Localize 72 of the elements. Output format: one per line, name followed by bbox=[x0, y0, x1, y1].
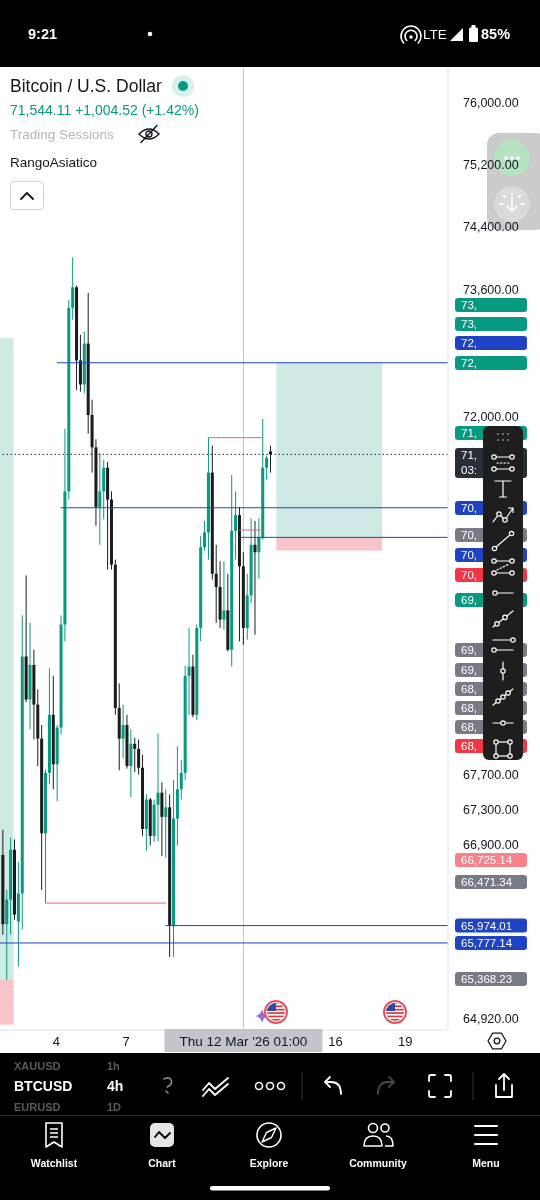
text: 03: bbox=[461, 464, 477, 476]
text: 70, bbox=[461, 549, 477, 561]
candlestick bbox=[268, 445, 273, 474]
text: 71, bbox=[461, 449, 477, 461]
candlestick bbox=[98, 452, 102, 546]
candlestick bbox=[214, 544, 218, 624]
text: 73, bbox=[461, 318, 477, 330]
y-tick-label: 72,000.00 bbox=[463, 410, 519, 425]
candlestick bbox=[133, 737, 137, 773]
text: 70, bbox=[461, 502, 477, 514]
text: LTE bbox=[423, 27, 447, 42]
text: 4h bbox=[107, 1078, 124, 1094]
y-tick-label: 67,700.00 bbox=[463, 768, 519, 783]
x-tick-label: 7 bbox=[122, 1034, 130, 1049]
candlestick bbox=[137, 739, 141, 776]
text: EURUSD bbox=[14, 1101, 61, 1113]
ref-line-label: Thu 12 Mar '26 01:00 bbox=[179, 1034, 308, 1049]
text: 66,471.34 bbox=[461, 876, 513, 888]
data-label: 65,777.14 bbox=[461, 936, 513, 949]
y-tick-label: 67,300.00 bbox=[463, 802, 519, 817]
text: Menu bbox=[472, 1157, 500, 1169]
text: BTCUSD bbox=[14, 1078, 73, 1094]
text: 68, bbox=[461, 721, 477, 733]
data-label: 65,974.01 bbox=[461, 919, 513, 932]
annotation: Trading Sessions bbox=[10, 127, 115, 142]
text: 70, bbox=[461, 529, 477, 541]
text: 72, bbox=[461, 357, 477, 369]
text: Community bbox=[349, 1157, 408, 1169]
y-tick-label: 64,920.00 bbox=[463, 1012, 519, 1027]
x-tick-label: 19 bbox=[398, 1034, 413, 1049]
candlestick bbox=[102, 459, 106, 520]
text: 65,368.23 bbox=[461, 973, 513, 985]
text: 1D bbox=[107, 1101, 122, 1113]
candlestick bbox=[164, 788, 168, 859]
text: 1h bbox=[107, 1060, 121, 1072]
text: XAUUSD bbox=[14, 1060, 61, 1072]
text: 71, bbox=[461, 427, 477, 439]
candlestick bbox=[156, 733, 160, 842]
text: Bitcoin / U.S. Dollar bbox=[10, 76, 162, 96]
candlestick bbox=[265, 455, 269, 481]
x-tick-label: 16 bbox=[328, 1034, 343, 1049]
text: 68, bbox=[461, 683, 477, 695]
candlestick bbox=[71, 256, 75, 321]
text: 69, bbox=[461, 664, 477, 676]
candlestick bbox=[234, 490, 238, 561]
text: Explore bbox=[249, 1157, 289, 1169]
candlestick bbox=[253, 520, 257, 636]
text: 68, bbox=[461, 740, 477, 752]
y-tick-label: 73,600.00 bbox=[463, 282, 519, 297]
x-tick-label: 4 bbox=[52, 1034, 60, 1049]
annotation: RangoAsiatico bbox=[10, 155, 98, 170]
candlestick bbox=[222, 560, 226, 631]
text: 71,544.11 +1,004.52 (+1.42%) bbox=[10, 102, 199, 118]
y-tick-label: 76,000.00 bbox=[463, 96, 519, 111]
y-tick-label: 74,400.00 bbox=[463, 219, 519, 234]
text: 70, bbox=[461, 569, 477, 581]
text: 73, bbox=[461, 299, 477, 311]
text: 9:21 bbox=[28, 26, 58, 42]
text: 69, bbox=[461, 644, 477, 656]
text: 69, bbox=[461, 594, 477, 606]
candlestick bbox=[121, 704, 125, 759]
text: 72, bbox=[461, 337, 477, 349]
text: Chart bbox=[148, 1157, 177, 1169]
candlestick bbox=[203, 520, 207, 552]
text: 66,725.14 bbox=[461, 854, 513, 866]
candlestick bbox=[129, 728, 133, 798]
y-tick-label: 75,200.00 bbox=[463, 157, 519, 172]
text: Watchlist bbox=[30, 1157, 78, 1169]
y-tick-label: 66,900.00 bbox=[463, 837, 519, 852]
text: 68, bbox=[461, 702, 477, 714]
text: 85% bbox=[481, 26, 511, 42]
candlestick bbox=[179, 759, 183, 801]
